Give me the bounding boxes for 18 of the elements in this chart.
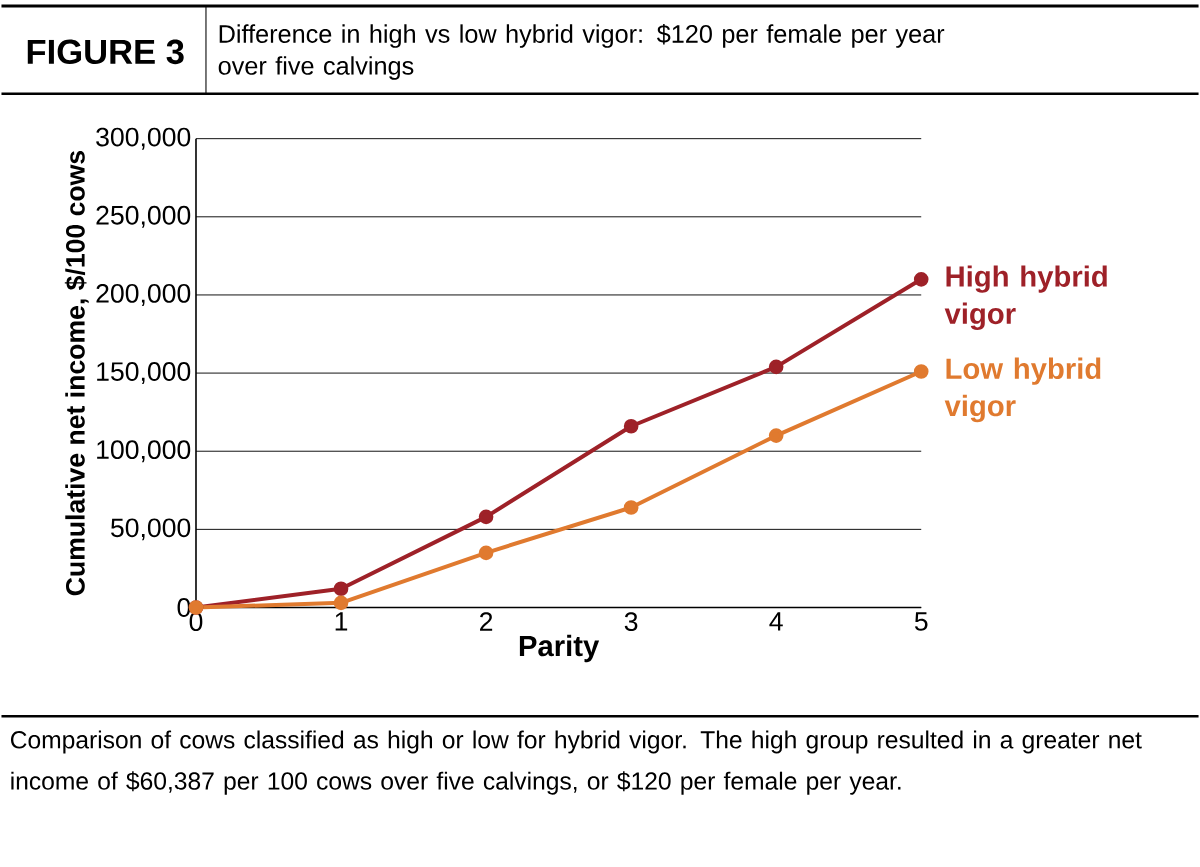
y-tick-label: 250,000 xyxy=(96,205,191,228)
chart-title: FIGURE 3 xyxy=(27,39,184,65)
y-tick-label: 200,000 xyxy=(96,284,191,306)
y-tick-label: 300,000 xyxy=(96,127,191,150)
y-tick-label: 150,000 xyxy=(97,362,191,385)
y-tick-label: 50,000 xyxy=(110,518,191,541)
text: Comparison of cows classified as high or low for hybrid vigor. The high group resulted in a greater net income of $60,387 per 100 cows over five calvings, or $120 per female per year. xyxy=(10,730,1142,795)
x-tick-label: 1 xyxy=(335,612,348,631)
series-label: Low hybrid vigor xyxy=(944,357,1101,423)
series-label: High hybrid vigor xyxy=(944,265,1107,331)
x-tick-label: 2 xyxy=(480,612,493,631)
chart-subtitle: Difference in high vs low hybrid vigor: $120 per female per year over five calvings xyxy=(218,24,945,80)
y-axis-title: Cumulative net income, $/100 cows xyxy=(64,151,89,596)
x-axis-title: Parity xyxy=(519,634,600,663)
x-tick-label: 4 xyxy=(769,612,783,631)
x-tick-label: 3 xyxy=(624,612,638,632)
y-tick-label: 100,000 xyxy=(97,440,191,463)
x-tick-label: 5 xyxy=(914,612,928,631)
